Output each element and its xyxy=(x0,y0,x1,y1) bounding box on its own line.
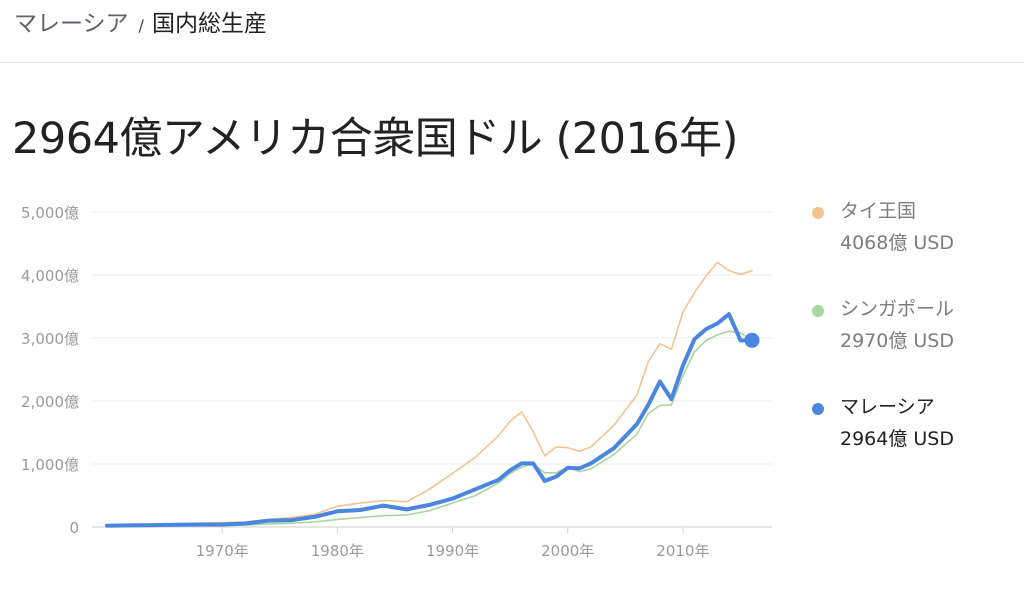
x-tick-label: 1990年 xyxy=(426,542,479,560)
x-tick-label: 1980年 xyxy=(311,542,364,560)
chart-grid xyxy=(92,211,772,533)
page-title: 2964億アメリカ合衆国ドル (2016年) xyxy=(12,114,738,164)
legend-value: 4068億 USD xyxy=(840,232,954,254)
y-axis-labels: 0 1,000億 2,000億 3,000億 4,000億 5,000億 xyxy=(21,204,79,537)
y-tick-label: 1,000億 xyxy=(21,456,79,474)
y-tick-label: 5,000億 xyxy=(21,204,79,222)
x-axis-labels: 1970年 1980年 1990年 2000年 2010年 xyxy=(196,542,710,560)
current-value-marker xyxy=(744,332,760,348)
header-divider xyxy=(0,62,1024,63)
y-tick-label: 2,000億 xyxy=(21,393,79,411)
breadcrumb-parent-link[interactable]: マレーシア xyxy=(14,11,129,37)
breadcrumb-separator: / xyxy=(138,16,144,35)
breadcrumb: マレーシア / 国内総生産 xyxy=(14,4,267,44)
data-point-marker xyxy=(744,332,760,348)
y-tick-label: 0 xyxy=(69,519,79,537)
legend-name: タイ王国 xyxy=(840,200,917,222)
x-tick-label: 2010年 xyxy=(656,542,709,560)
x-tick-label: 1970年 xyxy=(196,542,249,560)
y-tick-label: 3,000億 xyxy=(21,330,79,348)
legend-name: シンガポール xyxy=(840,298,955,320)
legend-value: 2964億 USD xyxy=(840,428,954,450)
y-tick-label: 4,000億 xyxy=(21,267,79,285)
breadcrumb-current: 国内総生産 xyxy=(151,11,267,37)
legend-name: マレーシア xyxy=(840,396,935,418)
series-line-malaysia xyxy=(105,312,754,528)
x-tick-label: 2000年 xyxy=(541,542,594,560)
legend-dot-malaysia xyxy=(812,403,824,415)
series-line-singapore xyxy=(106,330,753,528)
legend-dot-singapore xyxy=(812,305,824,317)
series-lines xyxy=(105,261,754,528)
legend-value: 2970億 USD xyxy=(840,330,954,352)
legend-dot-thailand xyxy=(812,207,824,219)
